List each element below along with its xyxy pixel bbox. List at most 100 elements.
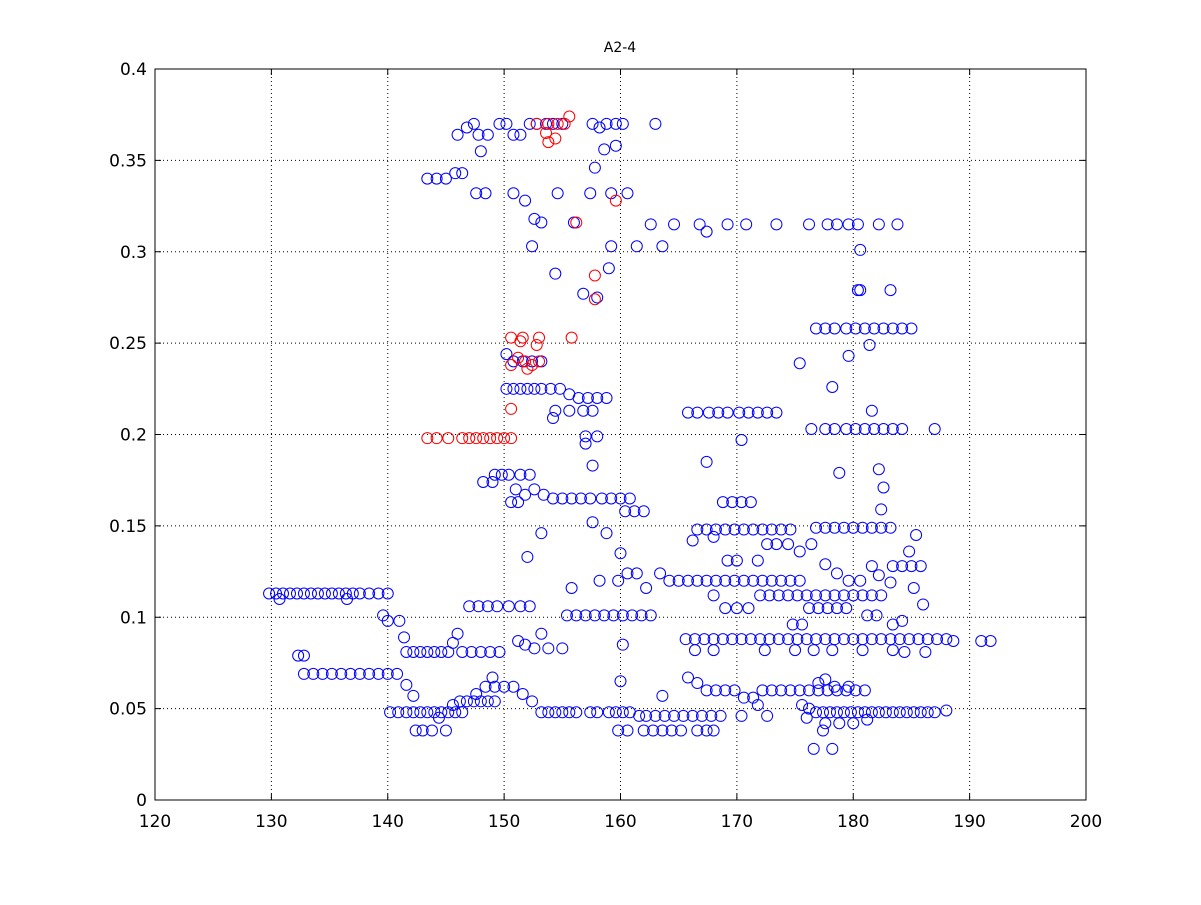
data-point	[733, 406, 746, 419]
data-point	[896, 560, 909, 573]
data-point	[572, 391, 585, 404]
data-point	[782, 589, 795, 602]
data-point	[526, 359, 539, 372]
data-point	[886, 322, 899, 335]
data-point	[917, 598, 930, 611]
data-point	[821, 218, 834, 231]
data-point	[621, 567, 634, 580]
data-point	[812, 677, 825, 690]
data-point	[474, 695, 487, 708]
data-point	[744, 496, 757, 509]
data-point	[919, 645, 932, 658]
data-point	[803, 684, 816, 697]
data-point	[491, 432, 504, 445]
data-point	[430, 432, 443, 445]
data-point	[837, 633, 850, 646]
data-point	[877, 423, 890, 436]
data-point	[886, 423, 899, 436]
data-point	[500, 117, 513, 130]
data-point	[509, 483, 522, 496]
data-point	[533, 331, 546, 344]
data-point	[656, 689, 669, 702]
data-point	[856, 589, 869, 602]
data-point	[523, 117, 536, 130]
data-point	[691, 724, 704, 737]
data-point	[647, 724, 660, 737]
data-point	[719, 684, 732, 697]
data-point	[742, 406, 755, 419]
x-tick-label: 170	[721, 812, 753, 832]
data-point	[851, 284, 864, 297]
data-point	[854, 574, 867, 587]
data-point	[775, 684, 788, 697]
data-point	[407, 689, 420, 702]
data-point	[784, 523, 797, 536]
data-point	[756, 523, 769, 536]
data-point	[877, 322, 890, 335]
data-point	[758, 644, 771, 657]
data-point	[847, 521, 860, 534]
data-point	[407, 706, 420, 719]
data-point	[519, 194, 532, 207]
data-point	[891, 218, 904, 231]
data-point	[770, 406, 783, 419]
data-point	[392, 706, 405, 719]
data-point	[344, 667, 357, 680]
data-point	[709, 523, 722, 536]
data-point	[861, 609, 874, 622]
data-point	[840, 602, 853, 615]
data-point	[435, 645, 448, 658]
data-point	[865, 706, 878, 719]
y-tick-label: 0.3	[120, 243, 147, 263]
data-point	[872, 706, 885, 719]
data-point	[500, 382, 513, 395]
data-point	[879, 706, 892, 719]
data-point	[784, 684, 797, 697]
data-point	[507, 128, 520, 141]
data-point	[649, 117, 662, 130]
data-point	[540, 126, 553, 139]
data-point	[588, 161, 601, 174]
data-point	[283, 587, 296, 600]
data-point	[493, 117, 506, 130]
data-point	[451, 128, 464, 141]
data-point	[810, 322, 823, 335]
data-point	[451, 627, 464, 640]
data-point	[577, 287, 590, 300]
data-point	[488, 695, 501, 708]
data-point	[830, 684, 843, 697]
data-point	[793, 574, 806, 587]
data-point	[884, 576, 897, 589]
data-point	[833, 717, 846, 730]
data-point	[505, 359, 518, 372]
data-point	[507, 680, 520, 693]
data-point	[912, 633, 925, 646]
data-point	[446, 698, 459, 711]
data-point	[858, 423, 871, 436]
data-point	[530, 338, 543, 351]
data-point	[484, 432, 497, 445]
data-point	[800, 633, 813, 646]
data-point	[495, 468, 508, 481]
data-point	[542, 706, 555, 719]
y-tick-label: 0.25	[109, 334, 147, 354]
data-point	[544, 382, 557, 395]
data-point	[789, 644, 802, 657]
data-point	[875, 521, 888, 534]
y-tick-label: 0.2	[120, 426, 147, 446]
data-point	[467, 117, 480, 130]
data-point	[756, 574, 769, 587]
data-point	[502, 468, 515, 481]
data-point	[726, 633, 739, 646]
data-point	[763, 633, 776, 646]
data-point	[498, 432, 511, 445]
data-point	[630, 567, 643, 580]
data-point	[828, 680, 841, 693]
data-point	[700, 523, 713, 536]
data-point	[516, 331, 529, 344]
data-point	[621, 724, 634, 737]
data-point	[819, 633, 832, 646]
data-point	[591, 430, 604, 443]
data-point	[598, 609, 611, 622]
data-point	[363, 587, 376, 600]
